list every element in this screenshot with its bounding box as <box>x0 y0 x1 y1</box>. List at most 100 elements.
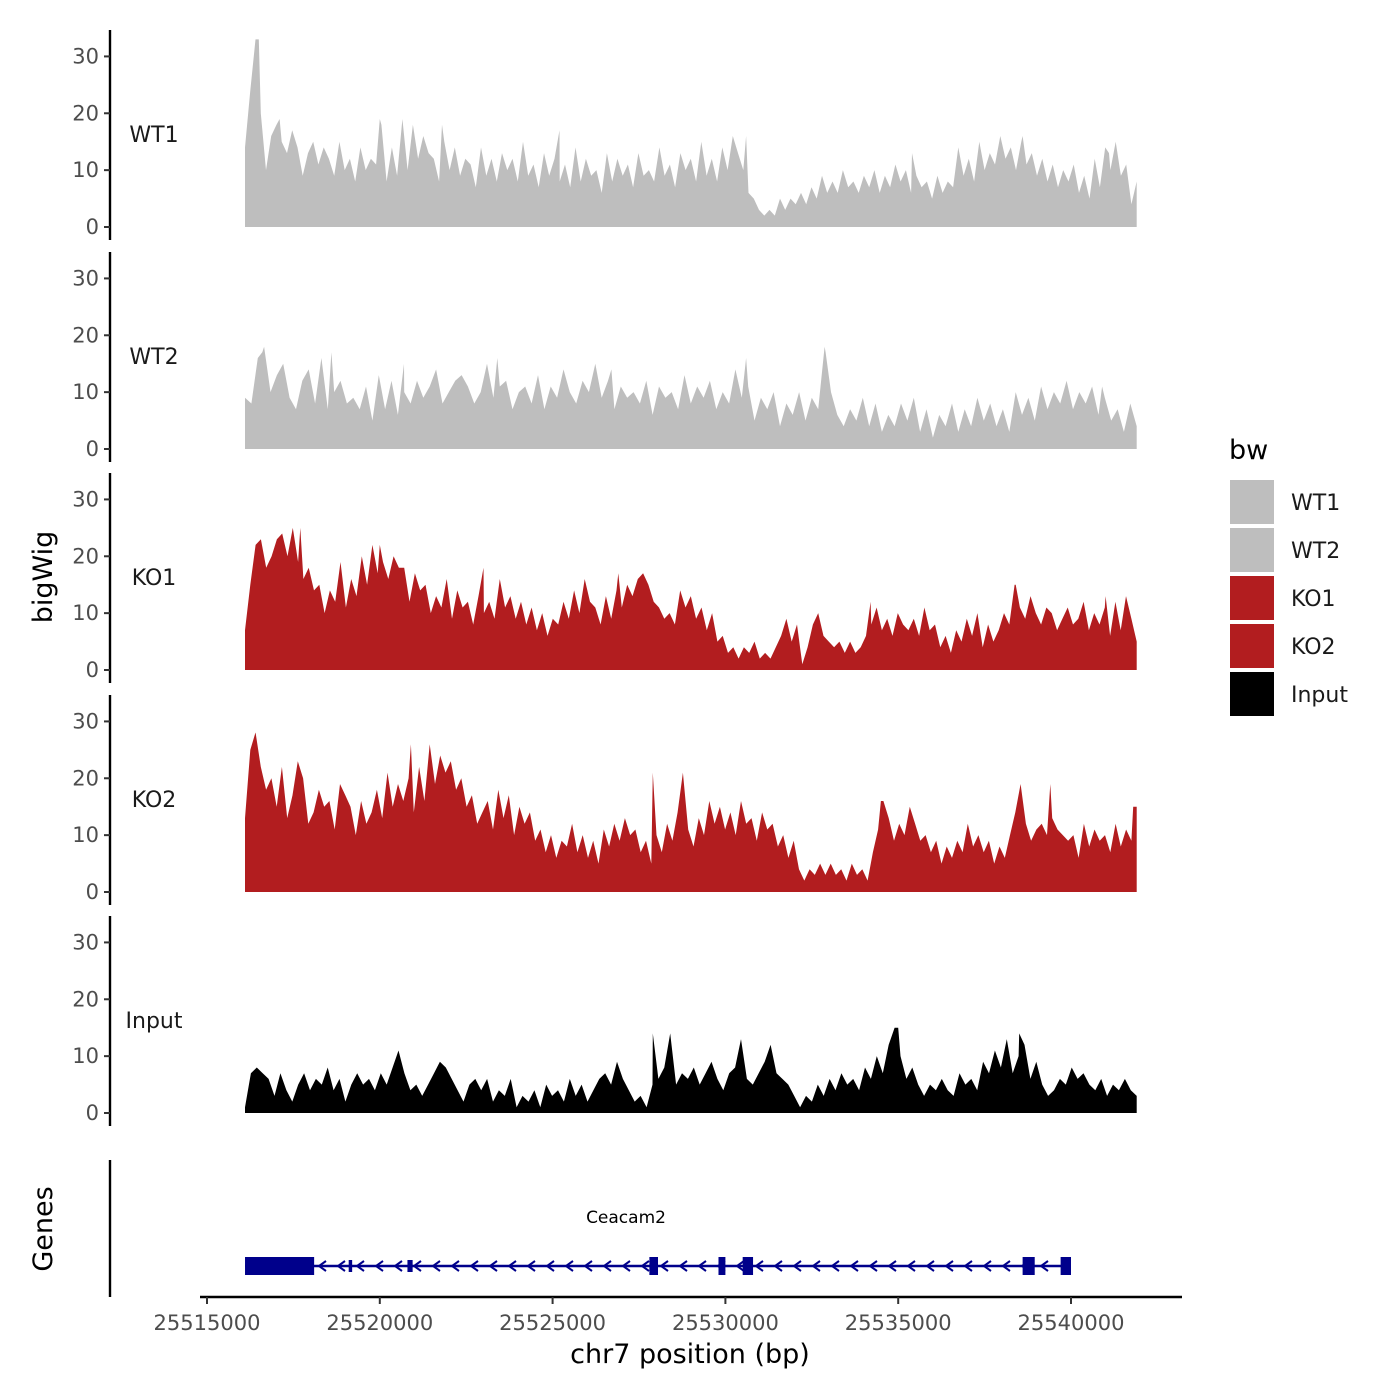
gene-exon <box>348 1260 353 1272</box>
strand-arrow <box>640 1260 650 1272</box>
x-tick-label: 25540000 <box>1018 1311 1125 1335</box>
x-tick-label: 25520000 <box>326 1311 433 1335</box>
strand-arrow <box>963 1260 973 1272</box>
y-tick-label: 10 <box>72 823 99 847</box>
strand-arrow <box>868 1260 878 1272</box>
legend-entry-ko2: KO2 <box>1230 624 1336 668</box>
y-tick-label: 10 <box>72 601 99 625</box>
gene-exon <box>1060 1257 1071 1275</box>
y-tick-label: 0 <box>86 215 99 239</box>
gene-exon <box>718 1257 726 1275</box>
strand-arrow <box>906 1260 916 1272</box>
x-axis-title: chr7 position (bp) <box>570 1339 810 1370</box>
strand-arrow <box>773 1260 783 1272</box>
track-ko2: 0 10 20 30 KO2 <box>72 695 1137 905</box>
y-tick-label: 30 <box>72 487 99 511</box>
track-label-input: Input <box>126 1009 183 1034</box>
x-axis: 25515000 25520000 25525000 25530000 25535000… <box>154 1295 1182 1335</box>
legend-swatch <box>1230 576 1274 620</box>
gene-label: Ceacam2 <box>586 1208 666 1228</box>
legend: bw WT1 WT2 KO1 KO2 Input <box>1229 435 1348 716</box>
x-tick-label: 25525000 <box>499 1311 606 1335</box>
legend-label: WT2 <box>1291 539 1340 564</box>
strand-arrow <box>944 1260 954 1272</box>
legend-label: KO2 <box>1291 635 1336 660</box>
track-label-wt2: WT2 <box>129 345 178 370</box>
y-tick-label: 30 <box>72 266 99 290</box>
coverage-area-ko2 <box>245 732 1137 892</box>
strand-arrow <box>1001 1260 1011 1272</box>
strand-arrow <box>374 1260 384 1272</box>
gene-exon <box>1022 1257 1035 1275</box>
strand-arrow <box>545 1260 555 1272</box>
strand-arrow <box>469 1260 479 1272</box>
y-tick-label: 10 <box>72 1044 99 1068</box>
strand-arrow <box>659 1260 669 1272</box>
strand-arrow <box>412 1260 422 1272</box>
y-tick-label: 0 <box>86 658 99 682</box>
y-tick-label: 20 <box>72 544 99 568</box>
y-tick-label: 30 <box>72 709 99 733</box>
y-tick-label: 20 <box>72 101 99 125</box>
y-tick-label: 20 <box>72 987 99 1011</box>
legend-label: Input <box>1291 683 1348 708</box>
gene-ceacam2: Ceacam2 <box>245 1208 1071 1275</box>
legend-title: bw <box>1229 435 1268 466</box>
strand-arrow <box>887 1260 897 1272</box>
y-axis-title: bigWig <box>28 531 59 624</box>
track-wt1: 0 10 20 30 WT1 <box>72 30 1137 240</box>
strand-arrow <box>621 1260 631 1272</box>
strand-arrow <box>583 1260 593 1272</box>
strand-arrow <box>735 1260 745 1272</box>
strand-arrow <box>697 1260 707 1272</box>
coverage-area-ko1 <box>245 527 1137 670</box>
coverage-area-input <box>245 1027 1137 1113</box>
y-tick-label: 20 <box>72 323 99 347</box>
gene-exon <box>245 1257 315 1275</box>
y-tick-label: 30 <box>72 44 99 68</box>
legend-swatch <box>1230 624 1274 668</box>
legend-swatch <box>1230 672 1274 716</box>
x-ticks: 25515000 25520000 25525000 25530000 25535000… <box>154 1297 1125 1335</box>
strand-arrow <box>982 1260 992 1272</box>
track-input: 0 10 20 30 Input <box>72 916 1137 1126</box>
x-tick-label: 25530000 <box>672 1311 779 1335</box>
strand-arrow <box>507 1260 517 1272</box>
track-ko1: 0 10 20 30 KO1 <box>72 473 1137 683</box>
y-tick-label: 10 <box>72 158 99 182</box>
y-tick-label: 30 <box>72 930 99 954</box>
gene-models: Ceacam2 <box>245 1208 1071 1275</box>
strand-arrow <box>526 1260 536 1272</box>
strand-arrow <box>317 1260 327 1272</box>
strand-arrow <box>754 1260 764 1272</box>
legend-label: WT1 <box>1291 491 1340 516</box>
gene-exon <box>649 1257 659 1275</box>
legend-label: KO1 <box>1291 587 1336 612</box>
strand-arrow <box>849 1260 859 1272</box>
legend-entries: WT1 WT2 KO1 KO2 Input <box>1230 480 1348 716</box>
strand-arrow <box>431 1260 441 1272</box>
strand-arrow <box>564 1260 574 1272</box>
genes-axis-title: Genes <box>28 1186 59 1271</box>
legend-entry-wt1: WT1 <box>1230 480 1340 524</box>
strand-arrow <box>830 1260 840 1272</box>
track-label-wt1: WT1 <box>129 123 178 148</box>
y-tick-label: 0 <box>86 1101 99 1125</box>
x-tick-label: 25535000 <box>845 1311 952 1335</box>
strand-arrow <box>336 1260 346 1272</box>
strand-arrow <box>488 1260 498 1272</box>
coverage-area-wt1 <box>245 39 1137 228</box>
x-tick-label: 25515000 <box>154 1311 261 1335</box>
genes-panel: Ceacam2 <box>108 1160 1071 1297</box>
strand-arrow <box>792 1260 802 1272</box>
track-wt2: 0 10 20 30 WT2 <box>72 252 1137 462</box>
track-label-ko2: KO2 <box>132 788 177 813</box>
strand-arrow <box>811 1260 821 1272</box>
gene-exon <box>407 1260 413 1272</box>
y-tick-label: 20 <box>72 766 99 790</box>
strand-arrow <box>925 1260 935 1272</box>
strand-arrow <box>678 1260 688 1272</box>
y-tick-label: 10 <box>72 380 99 404</box>
strand-arrow <box>393 1260 403 1272</box>
